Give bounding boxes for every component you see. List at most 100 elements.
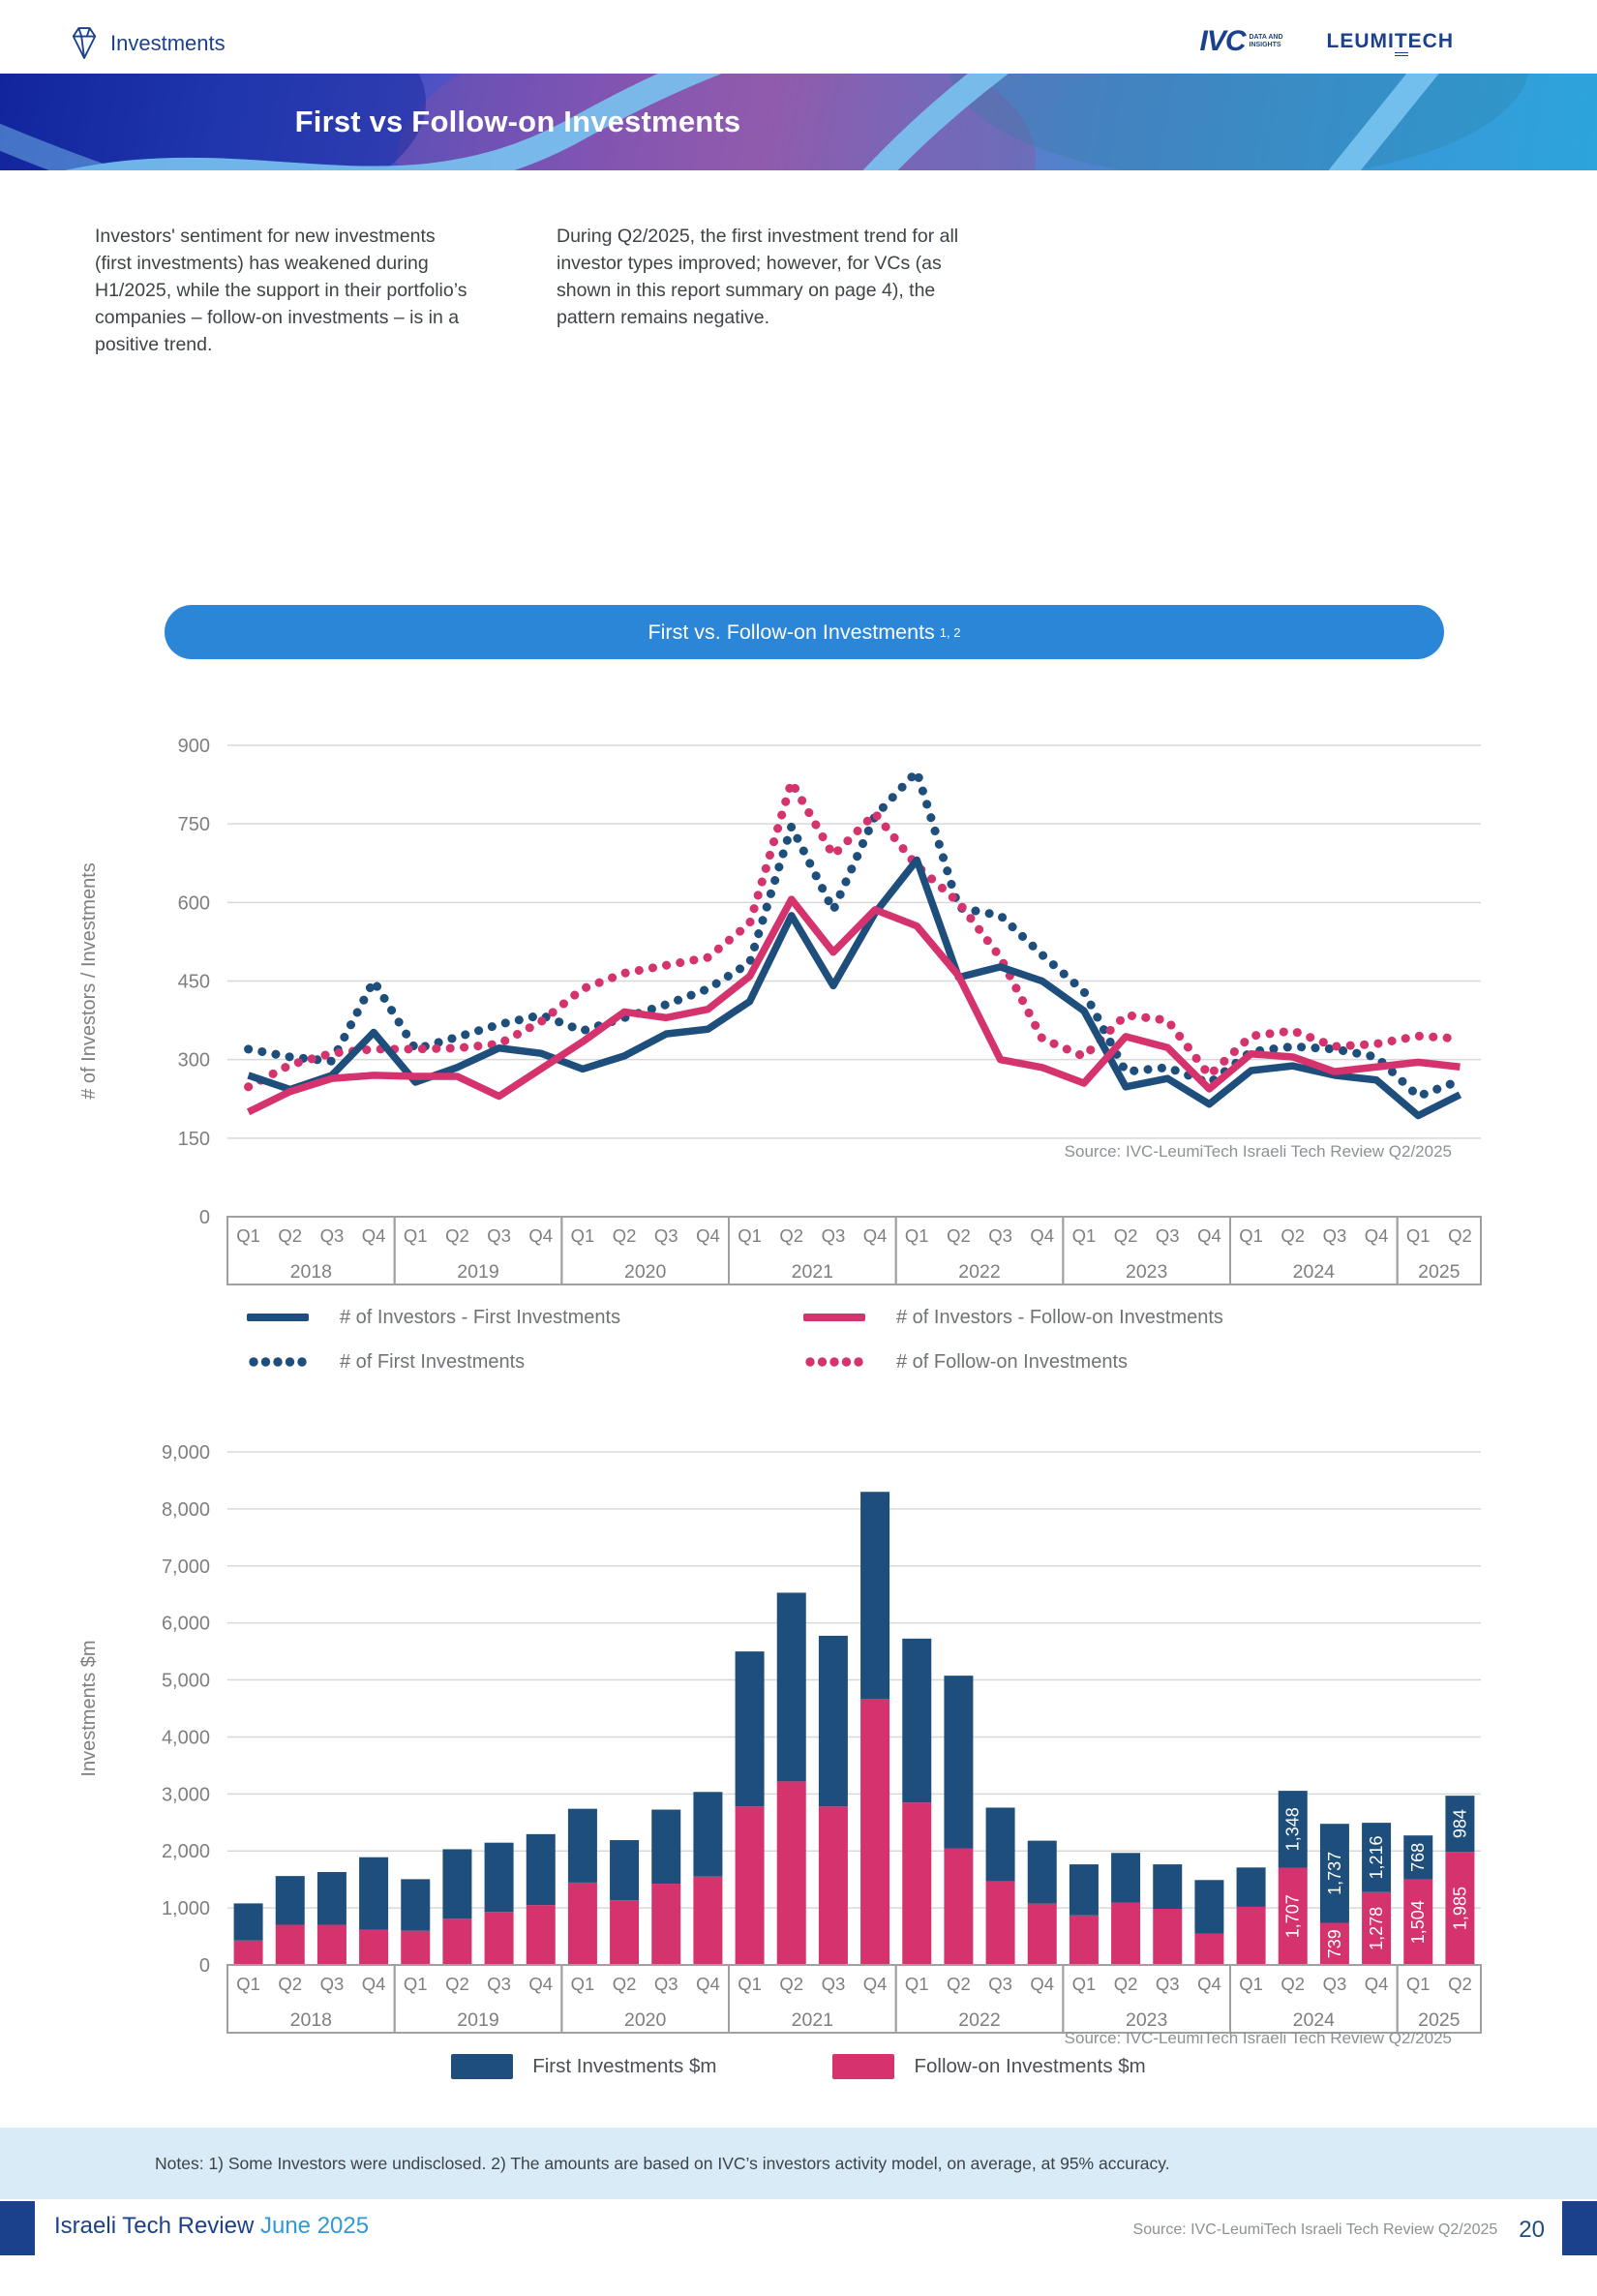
bar-segment-followon <box>1362 1891 1392 1965</box>
line-chart-ytick: 300 <box>178 1050 210 1072</box>
bar-chart-quarter-label: Q1 <box>1406 1974 1431 1994</box>
bar-segment-first <box>233 1903 263 1941</box>
section-label: Investments <box>110 31 226 55</box>
page-header: Investments IVC DATA AND INSIGHTS LEUMIT… <box>0 0 1597 74</box>
line-chart-quarter-label: Q3 <box>822 1225 846 1246</box>
bar-chart-quarter-label: Q2 <box>779 1974 803 1994</box>
bar-chart-year-box-2025 <box>1396 1964 1482 2034</box>
legend-item: Follow-on Investments $m <box>832 2054 1146 2079</box>
bar-chart-quarter-label: Q1 <box>738 1974 762 1994</box>
ivc-logo: IVC DATA AND INSIGHTS <box>1199 25 1283 57</box>
chart-title-footnote-marks: 1, 2 <box>939 624 961 640</box>
footer-source: Source: IVC-LeumiTech Israeli Tech Revie… <box>1132 2221 1498 2238</box>
legend-solid-swatch <box>803 1314 865 1321</box>
line-chart-quarter-label: Q4 <box>528 1225 553 1246</box>
line-chart-year-label: 2019 <box>457 1261 498 1283</box>
bar-segment-followon <box>610 1900 640 1965</box>
bar-segment-first <box>359 1857 389 1930</box>
bar-chart-ytick: 2,000 <box>162 1841 210 1862</box>
notes-bar: Notes: 1) Some Investors were undisclose… <box>0 2128 1597 2199</box>
line-chart-ytick: 0 <box>199 1207 210 1228</box>
bar-chart-year-label: 2022 <box>958 2009 1000 2031</box>
bar-value-label-first: 768 <box>1408 1843 1428 1872</box>
line-chart-quarter-label: Q2 <box>1281 1225 1305 1246</box>
legend-label: # of Investors - Follow-on Investments <box>896 1306 1223 1328</box>
line-chart-quarter-label: Q2 <box>1448 1225 1472 1246</box>
bar-segment-first <box>1319 1824 1349 1923</box>
leumitech-logo: LEUMITECH <box>1327 30 1455 56</box>
bar-chart-quarter-label: Q2 <box>1281 1974 1305 1994</box>
bar-segment-followon <box>316 1924 347 1965</box>
bar-segment-followon <box>1319 1922 1349 1965</box>
line-chart-quarter-label: Q1 <box>571 1225 595 1246</box>
bar-chart-year-label: 2023 <box>1126 2009 1167 2031</box>
bar-segment-first <box>651 1809 681 1885</box>
line-chart-quarter-label: Q4 <box>1365 1225 1389 1246</box>
line-chart-ytick: 150 <box>178 1129 210 1150</box>
chart-title: First vs. Follow-on Investments <box>648 619 935 644</box>
line-chart-quarter-label: Q3 <box>487 1225 511 1246</box>
bar-segment-first <box>985 1807 1015 1882</box>
bar-chart-quarter-label: Q1 <box>1072 1974 1097 1994</box>
line-chart-quarter-label: Q2 <box>947 1225 971 1246</box>
legend-color-swatch <box>832 2054 895 2079</box>
bar-segment-followon <box>1069 1915 1099 1965</box>
bar-segment-followon <box>735 1806 765 1965</box>
line-chart-quarter-label: Q1 <box>738 1225 762 1246</box>
bar-segment-first <box>693 1792 723 1877</box>
legend-item: # of First Investments <box>247 1340 803 1384</box>
bar-segment-followon <box>275 1924 305 1965</box>
bar-segment-followon <box>1278 1867 1308 1965</box>
bar-chart-quarter-label: Q4 <box>362 1974 386 1994</box>
line-chart-quarter-label: Q1 <box>1072 1225 1097 1246</box>
notes-text: Notes: 1) Some Investors were undisclose… <box>155 2153 1170 2173</box>
bar-chart-quarter-label: Q3 <box>320 1974 345 1994</box>
legend-dotted-swatch <box>805 1357 863 1367</box>
bar-chart-quarter-label: Q4 <box>1030 1974 1054 1994</box>
line-chart-ytick: 750 <box>178 814 210 835</box>
line-chart-year-label: 2025 <box>1418 1261 1461 1283</box>
bar-segment-followon <box>1194 1933 1224 1965</box>
line-chart-year-label: 2023 <box>1126 1261 1167 1283</box>
line-chart-quarter-label: Q2 <box>779 1225 803 1246</box>
bar-chart-quarter-label: Q3 <box>1323 1974 1347 1994</box>
bar-chart-quarter-label: Q1 <box>404 1974 428 1994</box>
bar-segment-first <box>818 1635 848 1807</box>
bar-segment-first <box>735 1651 765 1807</box>
gem-icon <box>72 27 97 59</box>
bar-chart-year-label: 2025 <box>1418 2009 1461 2031</box>
bar-segment-followon <box>567 1882 597 1965</box>
line-chart-quarter-label: Q1 <box>905 1225 929 1246</box>
bar-chart-ytick: 1,000 <box>162 1898 210 1919</box>
footer-accent-square-left <box>0 2201 35 2255</box>
bar-chart-ytick: 7,000 <box>162 1556 210 1578</box>
bar-segment-followon <box>401 1930 431 1965</box>
bar-chart-quarter-label: Q2 <box>278 1974 302 1994</box>
page-number: 20 <box>1519 2217 1545 2243</box>
bar-chart-ytick: 4,000 <box>162 1727 210 1748</box>
bar-segment-followon <box>944 1848 974 1965</box>
bar-chart-quarter-label: Q4 <box>1197 1974 1221 1994</box>
line-chart-year-box-2025 <box>1396 1216 1482 1285</box>
bar-chart-ytick: 8,000 <box>162 1499 210 1521</box>
line-chart-year-label: 2022 <box>958 1261 1000 1283</box>
bar-chart-quarter-label: Q1 <box>571 1974 595 1994</box>
bar-chart-quarter-label: Q2 <box>445 1974 469 1994</box>
line-chart-year-label: 2021 <box>792 1261 833 1283</box>
bar-segment-followon <box>442 1918 472 1965</box>
legend-label: # of Investors - First Investments <box>340 1306 621 1328</box>
bar-segment-first <box>1403 1835 1433 1880</box>
bar-segment-first <box>610 1840 640 1901</box>
line-chart-source: Source: IVC-LeumiTech Israeli Tech Revie… <box>1065 1142 1452 1161</box>
line-chart-quarter-label: Q1 <box>236 1225 260 1246</box>
line-chart-quarter-label: Q3 <box>320 1225 345 1246</box>
bar-segment-first <box>484 1842 514 1913</box>
line-chart-quarter-label: Q2 <box>278 1225 302 1246</box>
bar-value-label-followon: 1,707 <box>1283 1894 1303 1938</box>
bar-segment-followon <box>1445 1852 1475 1965</box>
legend-color-swatch <box>451 2054 514 2079</box>
line-chart-quarter-label: Q4 <box>1197 1225 1221 1246</box>
footer-accent-square-right <box>1562 2201 1597 2255</box>
line-chart-quarter-label: Q3 <box>654 1225 678 1246</box>
line-chart-quarter-label: Q4 <box>362 1225 386 1246</box>
